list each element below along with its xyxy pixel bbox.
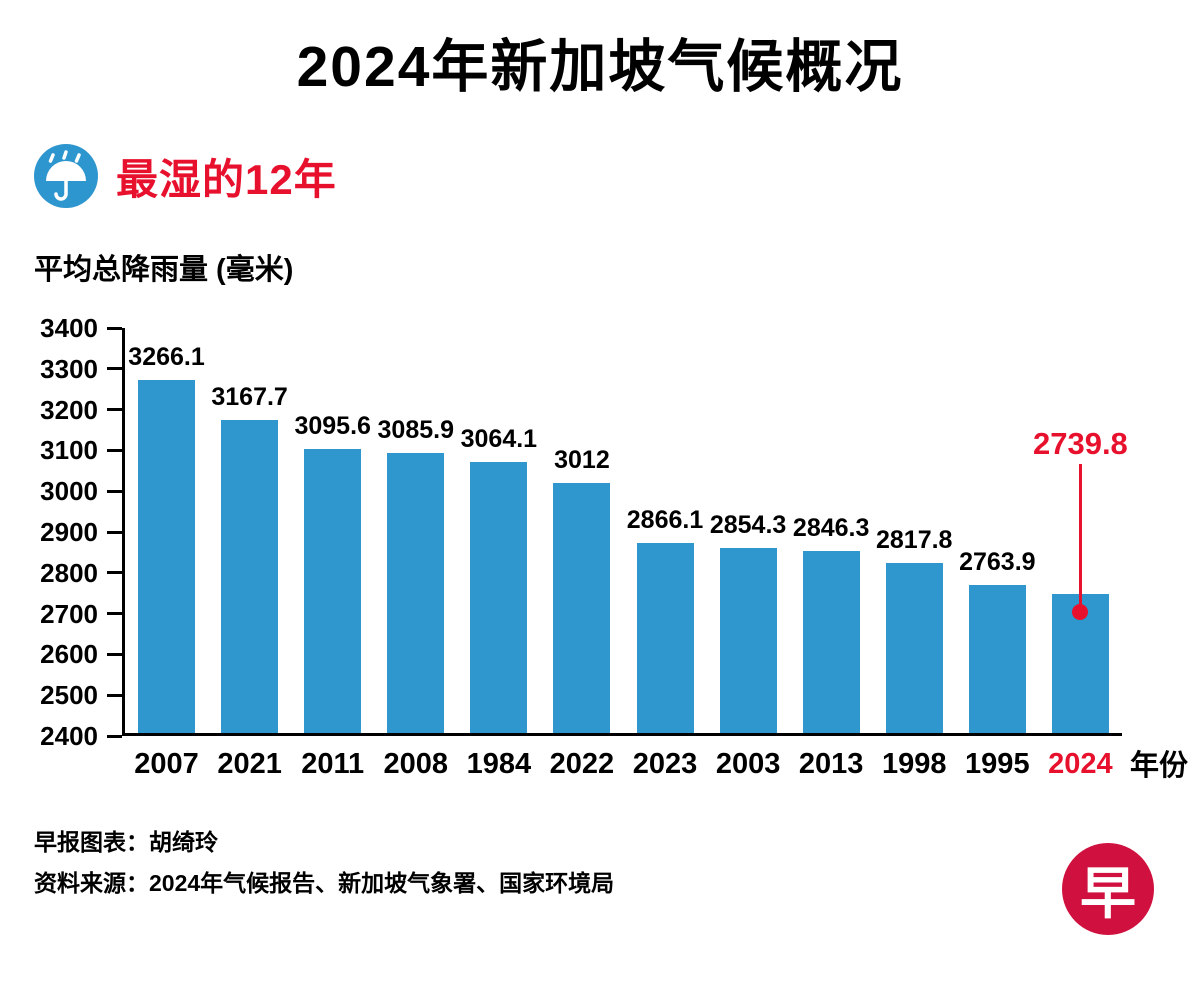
y-tick-label: 2500: [40, 680, 98, 711]
value-label-2003: 2854.3: [709, 510, 787, 539]
bar-group-2023: 2866.1 2023: [627, 328, 703, 780]
bar-2007: [138, 379, 196, 733]
zaobao-logo-text: 早: [1080, 861, 1136, 925]
section-title: 最湿的12年: [116, 155, 337, 203]
bar-group-2007: 3266.1 2007: [128, 328, 204, 780]
y-tick-label: 2900: [40, 517, 98, 547]
bar-group-1998: 2817.8 1998: [876, 328, 952, 780]
x-tick-label-2003: 2003: [715, 748, 781, 780]
x-tick-label-2013: 2013: [798, 748, 864, 780]
bar-group-2024: 2739.8 2024: [1033, 328, 1128, 780]
bar-group-2011: 3095.6 2011: [294, 328, 370, 780]
y-tick-mark: [107, 448, 122, 452]
x-tick-label-2022: 2022: [549, 748, 615, 780]
y-tick-label: 3200: [40, 394, 98, 425]
bar-group-2013: 2846.3 2013: [793, 328, 869, 780]
zaobao-logo: 早: [1062, 843, 1154, 935]
y-tick-label: 3400: [40, 313, 98, 343]
y-tick-mark: [107, 367, 122, 371]
bar-2013: [802, 550, 860, 733]
value-label-2007: 3266.1: [128, 342, 205, 371]
y-tick-mark: [107, 530, 122, 534]
y-axis-title: 平均总降雨量 (毫米): [34, 254, 294, 286]
value-label-2021: 3167.7: [211, 382, 288, 411]
value-label-2008: 3085.9: [377, 416, 454, 445]
y-tick-mark: [107, 408, 122, 412]
x-tick-label-2024: 2024: [1048, 748, 1113, 780]
bar-2023: [636, 542, 694, 733]
data-source: 资料来源：2024年气候报告、新加坡气象署、国家环境局: [34, 870, 615, 896]
x-tick-label-2021: 2021: [217, 748, 282, 780]
section-header: 最湿的12年: [34, 144, 1200, 208]
bar-2011: [304, 449, 362, 733]
highlight-connector-line: [1078, 464, 1082, 613]
value-label-2011: 3095.6: [294, 412, 371, 441]
footer: 早报图表：胡绮玲 资料来源：2024年气候报告、新加坡气象署、国家环境局: [34, 822, 1200, 904]
y-tick-mark: [107, 652, 122, 656]
bar-1998: [885, 562, 943, 733]
bar-group-1995: 2763.9 1995: [959, 328, 1035, 780]
y-tick-mark: [107, 571, 122, 575]
y-tick-label: 3000: [40, 476, 98, 507]
y-tick-mark: [107, 326, 122, 330]
bar-group-2008: 3085.9 2008: [378, 328, 454, 780]
y-tick-label: 2600: [40, 639, 98, 670]
x-tick-label-2023: 2023: [632, 748, 698, 780]
x-tick-label-1998: 1998: [881, 748, 947, 780]
y-tick-mark: [107, 612, 122, 616]
x-tick-label-2007: 2007: [134, 748, 199, 780]
y-tick-label: 2700: [40, 598, 98, 629]
bar-1984: [470, 462, 528, 733]
y-tick-label: 3300: [40, 353, 98, 384]
y-axis: 3400 3300 3200 3100 3000 2900 2800 2700 2600 2500…: [28, 313, 122, 751]
rainfall-bar-chart: 3400 3300 3200 3100 3000 2900 2800 2700 2600 2500…: [28, 313, 1188, 782]
value-label-1995: 2763.9: [959, 547, 1036, 576]
bar-2022: [553, 483, 611, 733]
value-label-2024: 2739.8: [1032, 426, 1128, 462]
rain-umbrella-icon: [34, 144, 98, 208]
x-axis-title: 年份: [1130, 750, 1189, 782]
bar-group-2022: 3012 2022: [550, 328, 615, 780]
bar-2003: [719, 547, 777, 733]
x-tick-label-2008: 2008: [383, 748, 449, 780]
bar-1995: [968, 584, 1026, 733]
value-label-1984: 3064.1: [460, 425, 538, 454]
bar-group-2003: 2854.3 2003: [710, 328, 786, 780]
chart-credit: 早报图表：胡绮玲: [34, 829, 218, 855]
y-tick-label: 2800: [40, 557, 98, 588]
y-tick-label: 3100: [40, 435, 98, 466]
value-label-1998: 2817.8: [876, 525, 953, 554]
y-tick-label: 2400: [40, 721, 98, 751]
value-label-2023: 2866.1: [626, 505, 704, 534]
x-tick-label-2011: 2011: [301, 748, 365, 780]
y-tick-mark: [107, 489, 122, 493]
bar-group-2021: 3167.7 2021: [211, 328, 287, 780]
y-tick-mark: [107, 734, 122, 738]
x-tick-label-1995: 1995: [965, 748, 1030, 780]
x-tick-label-1984: 1984: [466, 748, 532, 780]
bar-2008: [387, 453, 445, 733]
plot-area: 3266.1 2007 3167.7 2021 3095.6 2011 3085.9 2008…: [122, 328, 1128, 780]
bar-group-1984: 3064.1 1984: [461, 328, 537, 780]
y-tick-mark: [107, 693, 122, 697]
bar-2021: [221, 419, 279, 733]
highlight-dot: [1072, 604, 1089, 621]
value-label-2022: 3012: [554, 446, 610, 475]
value-label-2013: 2846.3: [792, 513, 870, 542]
page-title: 2024年新加坡气候概况: [296, 35, 904, 99]
